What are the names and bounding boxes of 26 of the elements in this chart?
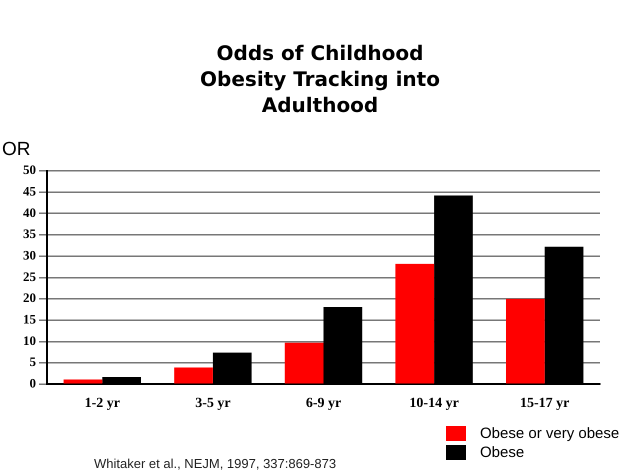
x-tick-label: 1-2 yr — [84, 396, 120, 412]
y-axis-title: OR — [2, 139, 30, 161]
y-tick-label: 25 — [23, 268, 36, 284]
bar — [284, 342, 324, 384]
y-tick-label: 20 — [23, 290, 36, 306]
bar — [64, 380, 102, 384]
bar — [395, 264, 434, 384]
x-tick-label: 10-14 yr — [409, 396, 459, 412]
legend-label: Obese or very obese — [480, 425, 620, 442]
chart-title: Odds of Childhood Obesity Tracking into Adulthood — [199, 40, 441, 118]
x-tick-label: 3-5 yr — [195, 396, 231, 412]
bar — [506, 298, 545, 384]
y-tick-label: 15 — [23, 312, 36, 327]
y-tick-label: 35 — [23, 226, 36, 242]
x-tick-label: 15-17 yr — [520, 396, 570, 412]
y-tick-label: 30 — [23, 248, 36, 263]
y-tick-label: 0 — [30, 376, 36, 391]
text: Whitaker et al., NEJM, 1997, 337:869-873 — [94, 456, 336, 471]
y-tick-label: 45 — [23, 184, 36, 198]
bar — [174, 368, 213, 384]
x-tick-label: 6-9 yr — [306, 396, 342, 412]
y-tick-label: 10 — [23, 332, 36, 348]
legend-label: Obese — [480, 444, 524, 461]
y-tick-label: 5 — [30, 354, 36, 370]
y-tick-label: 40 — [23, 204, 36, 220]
y-tick-label: 50 — [23, 162, 36, 178]
